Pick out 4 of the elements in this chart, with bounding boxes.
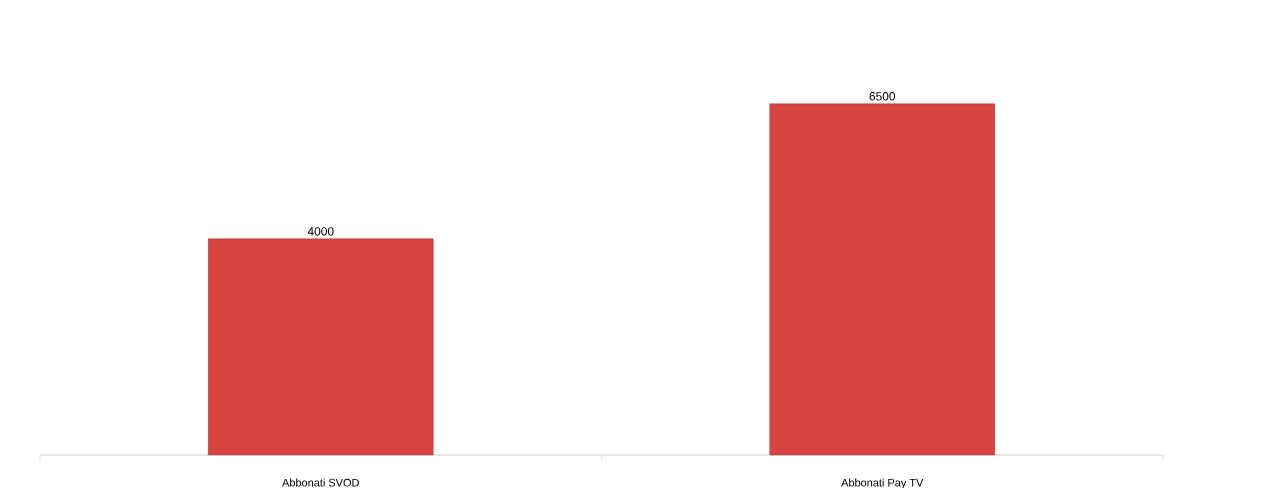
data-label: 4000 [307,227,334,236]
data-label: 6500 [869,92,896,101]
x-tick-label: Abbonati Pay TV [841,478,924,488]
x-tick-label: Abbonati SVOD [282,478,359,487]
